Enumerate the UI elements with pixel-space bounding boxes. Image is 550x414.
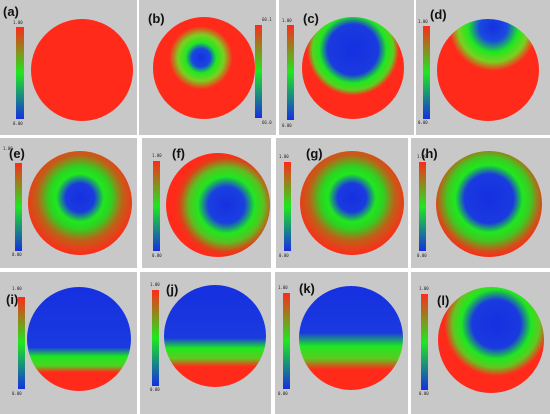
tomogram-circle <box>438 287 544 393</box>
colorbar-max-label: 1.00 <box>150 282 160 287</box>
panel-graphic <box>423 19 539 121</box>
panel-label: (e) <box>9 146 25 161</box>
panel-graphic <box>283 286 403 390</box>
panel-graphic <box>152 285 266 387</box>
colorbar <box>15 163 22 251</box>
panel-graphic <box>16 19 133 121</box>
colorbar-min-label: 0.00 <box>12 252 22 257</box>
panel-h: (h) 1.00 0.00 <box>411 138 550 268</box>
tomogram-circle <box>437 19 539 121</box>
colorbar-min-label: 0.00 <box>13 121 23 126</box>
colorbar-min-label: 0.00 <box>418 120 428 125</box>
panel-g: (g) 1.00 0.00 <box>276 138 408 268</box>
panel-label: (h) <box>421 146 438 161</box>
colorbar <box>287 25 294 120</box>
colorbar-max-label: 1.00 <box>419 286 429 291</box>
panel-b: (b) 60.1 66.0 <box>139 0 276 135</box>
tomogram-circle <box>166 153 270 257</box>
panel-graphic <box>287 17 404 120</box>
colorbar <box>16 27 24 119</box>
panel-i: (i) 1.00 0.00 <box>0 272 137 414</box>
panel-a: (a) 1.00 0.00 <box>0 0 137 135</box>
tomogram-circle <box>27 287 131 391</box>
panel-label: (g) <box>306 146 323 161</box>
colorbar-min-label: 0.00 <box>282 123 292 128</box>
colorbar-max-label: 1.00 <box>418 19 428 24</box>
panel-label: (i) <box>6 292 19 307</box>
colorbar-max-label: 1.00 <box>13 20 23 25</box>
colorbar <box>419 162 426 251</box>
colorbar <box>18 297 25 389</box>
colorbar-max-label: 1.00 <box>282 18 292 23</box>
tomogram-circle <box>300 151 404 255</box>
tomogram-circle <box>302 17 404 119</box>
colorbar-min-label: 0.00 <box>279 253 289 258</box>
colorbar-min-label: 66.0 <box>262 120 272 125</box>
colorbar-min-label: 0.00 <box>417 253 427 258</box>
panel-d: (d) 1.00 0.00 <box>416 0 550 135</box>
colorbar-min-label: 0.00 <box>150 387 160 392</box>
colorbar-min-label: 0.00 <box>12 391 22 396</box>
colorbar-max-label: 60.1 <box>262 17 272 22</box>
panel-graphic <box>15 151 132 255</box>
panel-c: (c) 1.00 0.00 <box>279 0 414 135</box>
panel-k: (k) 1.00 0.00 <box>275 272 408 414</box>
colorbar-max-label: 1.00 <box>3 146 13 151</box>
panel-f: (f) 1.00 0.00 <box>142 138 271 268</box>
colorbar-max-label: 1.00 <box>12 286 22 291</box>
tomogram-circle <box>164 285 266 387</box>
colorbar-min-label: 0.00 <box>152 253 162 258</box>
tomogram-circle <box>28 151 132 255</box>
panel-l: (l) 1.00 0.00 <box>411 272 550 414</box>
tomogram-circle <box>299 286 403 390</box>
panel-label: (a) <box>3 4 19 19</box>
panel-label: (k) <box>299 281 315 296</box>
panel-label: (b) <box>148 11 165 26</box>
tomogram-circle <box>31 19 133 121</box>
tomogram-circle <box>436 151 542 257</box>
colorbar-min-label: 0.00 <box>278 391 288 396</box>
colorbar <box>284 162 291 251</box>
panel-graphic <box>421 287 544 393</box>
colorbar <box>421 294 428 390</box>
colorbar <box>153 161 160 251</box>
colorbar-max-label: 1.00 <box>417 154 427 159</box>
colorbar <box>283 293 290 389</box>
panel-graphic <box>419 151 542 257</box>
panel-graphic <box>284 151 404 255</box>
panel-j: (j) 1.00 0.00 <box>140 272 271 414</box>
colorbar-min-label: 0.00 <box>419 391 429 396</box>
panel-graphic <box>153 17 262 119</box>
colorbar <box>423 26 430 119</box>
tomogram-circle <box>153 17 255 119</box>
colorbar <box>152 290 159 386</box>
panel-graphic <box>18 287 131 391</box>
panel-graphic <box>153 153 270 257</box>
panel-label: (c) <box>303 11 319 26</box>
colorbar <box>255 25 262 118</box>
panel-label: (f) <box>172 146 185 161</box>
panel-label: (l) <box>437 293 450 308</box>
colorbar-max-label: 1.00 <box>152 153 162 158</box>
panel-e: (e) 1.00 0.00 <box>0 138 137 268</box>
panel-label: (j) <box>166 282 179 297</box>
panel-label: (d) <box>430 7 447 22</box>
colorbar-max-label: 1.00 <box>278 285 288 290</box>
colorbar-max-label: 1.00 <box>279 154 289 159</box>
